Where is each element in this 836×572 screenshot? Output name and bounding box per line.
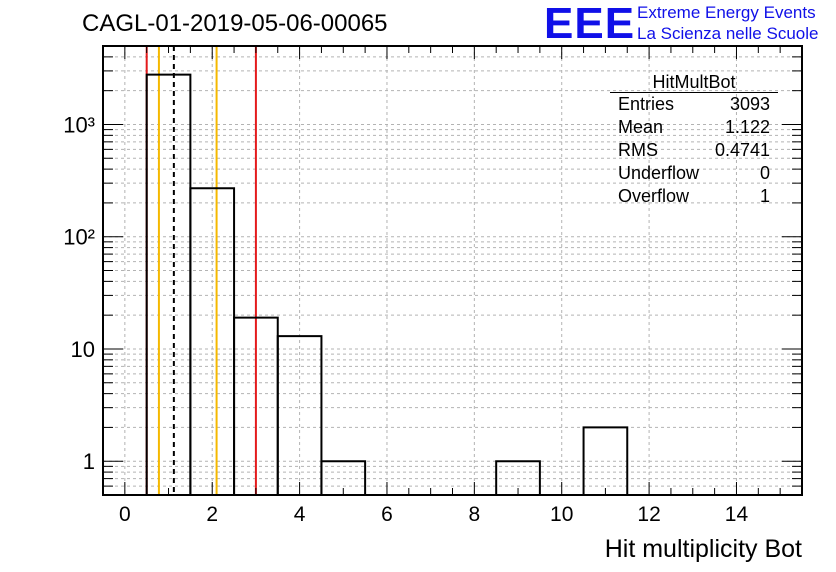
stat-label: Underflow [618,163,700,183]
histogram-bin [276,335,323,495]
stat-label: RMS [618,140,658,160]
histogram-bin [582,426,629,495]
histogram-title: CAGL-01-2019-05-06-00065 [82,10,388,37]
x-tick-label: 6 [381,503,393,526]
x-tick-label: 4 [294,503,306,526]
y-tick-label: 10² [63,225,95,250]
stats-box-rule [610,92,778,93]
stat-label: Mean [618,117,664,137]
stat-label: Overflow [618,186,690,206]
y-tick-label: 10³ [63,112,95,137]
y-tick-label: 1 [83,449,95,474]
stat-row-rms: RMS 0.4741 [618,140,770,162]
stat-value: 1 [759,186,770,206]
stat-row-overflow: Overflow 1 [618,186,770,208]
histogram-bin [495,460,541,495]
histogram-bin [320,460,367,495]
stat-row-entries: Entries 3093 [618,94,770,116]
x-tick-label: 10 [550,503,573,526]
stat-row-mean: Mean 1.122 [618,117,770,139]
eee-logo: EEE [544,0,636,48]
stat-value: 0 [759,163,770,183]
stat-row-underflow: Underflow 0 [618,163,770,185]
stat-value: 3093 [729,94,770,114]
logo-line-1: Extreme Energy Events [637,3,816,22]
stat-label: Entries [618,94,675,114]
x-tick-label: 12 [637,503,660,526]
x-axis-title: Hit multiplicity Bot [604,535,802,563]
x-tick-label: 8 [469,503,481,526]
x-tick-label: 0 [119,503,131,526]
x-tick-label: 2 [206,503,218,526]
stat-value: 0.4741 [714,140,770,160]
stats-box: HitMultBot Entries 3093 Mean 1.122 RMS 0… [610,72,778,210]
stat-value: 1.122 [724,117,770,137]
y-tick-label: 10 [71,337,95,362]
stats-box-title: HitMultBot [652,72,736,92]
logo-line-2: La Scienza nelle Scuole [637,24,819,43]
x-tick-label: 14 [725,503,749,526]
